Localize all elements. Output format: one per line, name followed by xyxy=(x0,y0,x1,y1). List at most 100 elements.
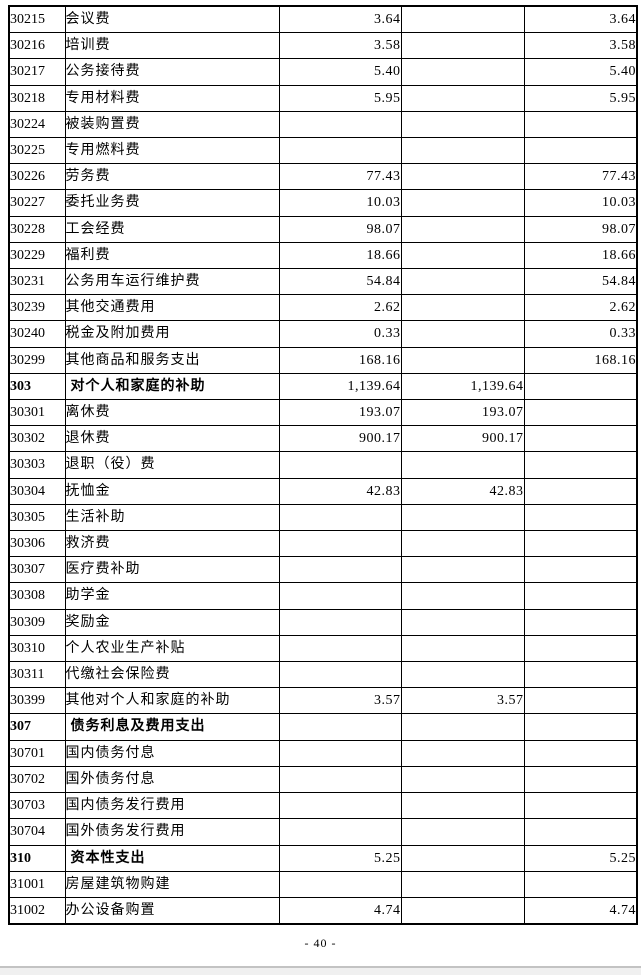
name-cell: 劳务费 xyxy=(64,163,280,191)
table-row: 30311 代缴社会保险费 xyxy=(8,661,638,689)
amount3-cell xyxy=(523,739,638,767)
amount2-cell xyxy=(400,818,525,846)
amount3-cell xyxy=(523,372,638,401)
name-cell: 退职（役）费 xyxy=(64,451,280,479)
amount3-cell xyxy=(523,818,638,846)
code-cell: 30304 xyxy=(8,477,66,505)
code-cell: 30306 xyxy=(8,530,66,558)
name-cell: 工会经费 xyxy=(64,215,280,243)
table-row: 30704 国外债务发行费用 xyxy=(8,818,638,846)
table-row: 30306 救济费 xyxy=(8,530,638,558)
code-cell: 30229 xyxy=(8,241,66,270)
amount2-cell xyxy=(400,58,525,86)
page-separator xyxy=(0,966,641,975)
amount3-cell xyxy=(523,399,638,427)
table-row: 30225 专用燃料费 xyxy=(8,137,638,165)
amount1-cell xyxy=(278,556,402,584)
amount3-cell: 5.95 xyxy=(523,84,638,112)
amount2-cell xyxy=(400,137,525,165)
table-row: 30703 国内债务发行费用 xyxy=(8,792,638,820)
code-cell: 30301 xyxy=(8,399,66,427)
table-row: 30215 会议费 3.64 3.64 xyxy=(8,5,638,34)
amount3-cell: 5.25 xyxy=(523,844,638,872)
amount1-cell xyxy=(278,608,402,636)
table-row: 30702 国外债务付息 xyxy=(8,765,638,794)
code-cell: 30239 xyxy=(8,294,66,322)
code-cell: 31001 xyxy=(8,870,66,898)
amount1-cell: 168.16 xyxy=(278,346,402,374)
amount1-cell: 77.43 xyxy=(278,163,402,191)
amount3-cell xyxy=(523,634,638,663)
amount2-cell: 1,139.64 xyxy=(400,372,525,401)
name-cell: 债务利息及费用支出 xyxy=(64,713,280,741)
name-cell: 公务接待费 xyxy=(64,58,280,86)
name-cell: 专用材料费 xyxy=(64,84,280,112)
amount2-cell: 900.17 xyxy=(400,425,525,453)
amount1-cell xyxy=(278,137,402,165)
table-row: 30216 培训费 3.58 3.58 xyxy=(8,32,638,60)
amount3-cell: 54.84 xyxy=(523,268,638,296)
name-cell: 对个人和家庭的补助 xyxy=(64,372,280,401)
amount2-cell xyxy=(400,346,525,374)
code-cell: 30240 xyxy=(8,320,66,348)
code-cell: 30218 xyxy=(8,84,66,112)
code-cell: 31002 xyxy=(8,896,66,925)
code-cell: 30216 xyxy=(8,32,66,60)
amount2-cell xyxy=(400,451,525,479)
amount1-cell: 98.07 xyxy=(278,215,402,243)
code-cell: 30701 xyxy=(8,739,66,767)
table-row: 310 资本性支出 5.25 5.25 xyxy=(8,844,638,872)
amount1-cell: 1,139.64 xyxy=(278,372,402,401)
code-cell: 30310 xyxy=(8,634,66,663)
name-cell: 助学金 xyxy=(64,582,280,610)
code-cell: 30307 xyxy=(8,556,66,584)
amount3-cell: 98.07 xyxy=(523,215,638,243)
amount2-cell xyxy=(400,503,525,532)
amount1-cell: 10.03 xyxy=(278,189,402,217)
amount2-cell xyxy=(400,661,525,689)
name-cell: 奖励金 xyxy=(64,608,280,636)
amount3-cell xyxy=(523,503,638,532)
table-row: 30309 奖励金 xyxy=(8,608,638,636)
code-cell: 30303 xyxy=(8,451,66,479)
code-cell: 307 xyxy=(8,713,66,741)
name-cell: 福利费 xyxy=(64,241,280,270)
amount2-cell xyxy=(400,608,525,636)
amount3-cell: 5.40 xyxy=(523,58,638,86)
name-cell: 培训费 xyxy=(64,32,280,60)
name-cell: 生活补助 xyxy=(64,503,280,532)
amount1-cell: 3.57 xyxy=(278,687,402,715)
amount1-cell xyxy=(278,765,402,794)
amount3-cell xyxy=(523,608,638,636)
amount2-cell: 42.83 xyxy=(400,477,525,505)
amount3-cell xyxy=(523,792,638,820)
amount3-cell: 10.03 xyxy=(523,189,638,217)
table-row: 30229 福利费 18.66 18.66 xyxy=(8,241,638,270)
table-row: 31001 房屋建筑物购建 xyxy=(8,870,638,898)
table-row: 30239 其他交通费用 2.62 2.62 xyxy=(8,294,638,322)
code-cell: 30217 xyxy=(8,58,66,86)
amount1-cell xyxy=(278,713,402,741)
amount2-cell xyxy=(400,870,525,898)
amount3-cell: 77.43 xyxy=(523,163,638,191)
table-row: 30227 委托业务费 10.03 10.03 xyxy=(8,189,638,217)
amount2-cell xyxy=(400,634,525,663)
amount3-cell: 3.64 xyxy=(523,5,638,34)
table-row: 30218 专用材料费 5.95 5.95 xyxy=(8,84,638,112)
amount1-cell: 5.95 xyxy=(278,84,402,112)
amount3-cell xyxy=(523,451,638,479)
name-cell: 税金及附加费用 xyxy=(64,320,280,348)
name-cell: 其他交通费用 xyxy=(64,294,280,322)
amount2-cell xyxy=(400,241,525,270)
code-cell: 30703 xyxy=(8,792,66,820)
budget-table-body: 30215 会议费 3.64 3.64 30216 培训费 3.58 3.58 30217 公务接… xyxy=(8,5,638,925)
amount2-cell xyxy=(400,5,525,34)
amount2-cell xyxy=(400,189,525,217)
code-cell: 30305 xyxy=(8,503,66,532)
amount2-cell xyxy=(400,320,525,348)
amount3-cell: 0.33 xyxy=(523,320,638,348)
name-cell: 退休费 xyxy=(64,425,280,453)
name-cell: 房屋建筑物购建 xyxy=(64,870,280,898)
table-row: 30399 其他对个人和家庭的补助 3.57 3.57 xyxy=(8,687,638,715)
